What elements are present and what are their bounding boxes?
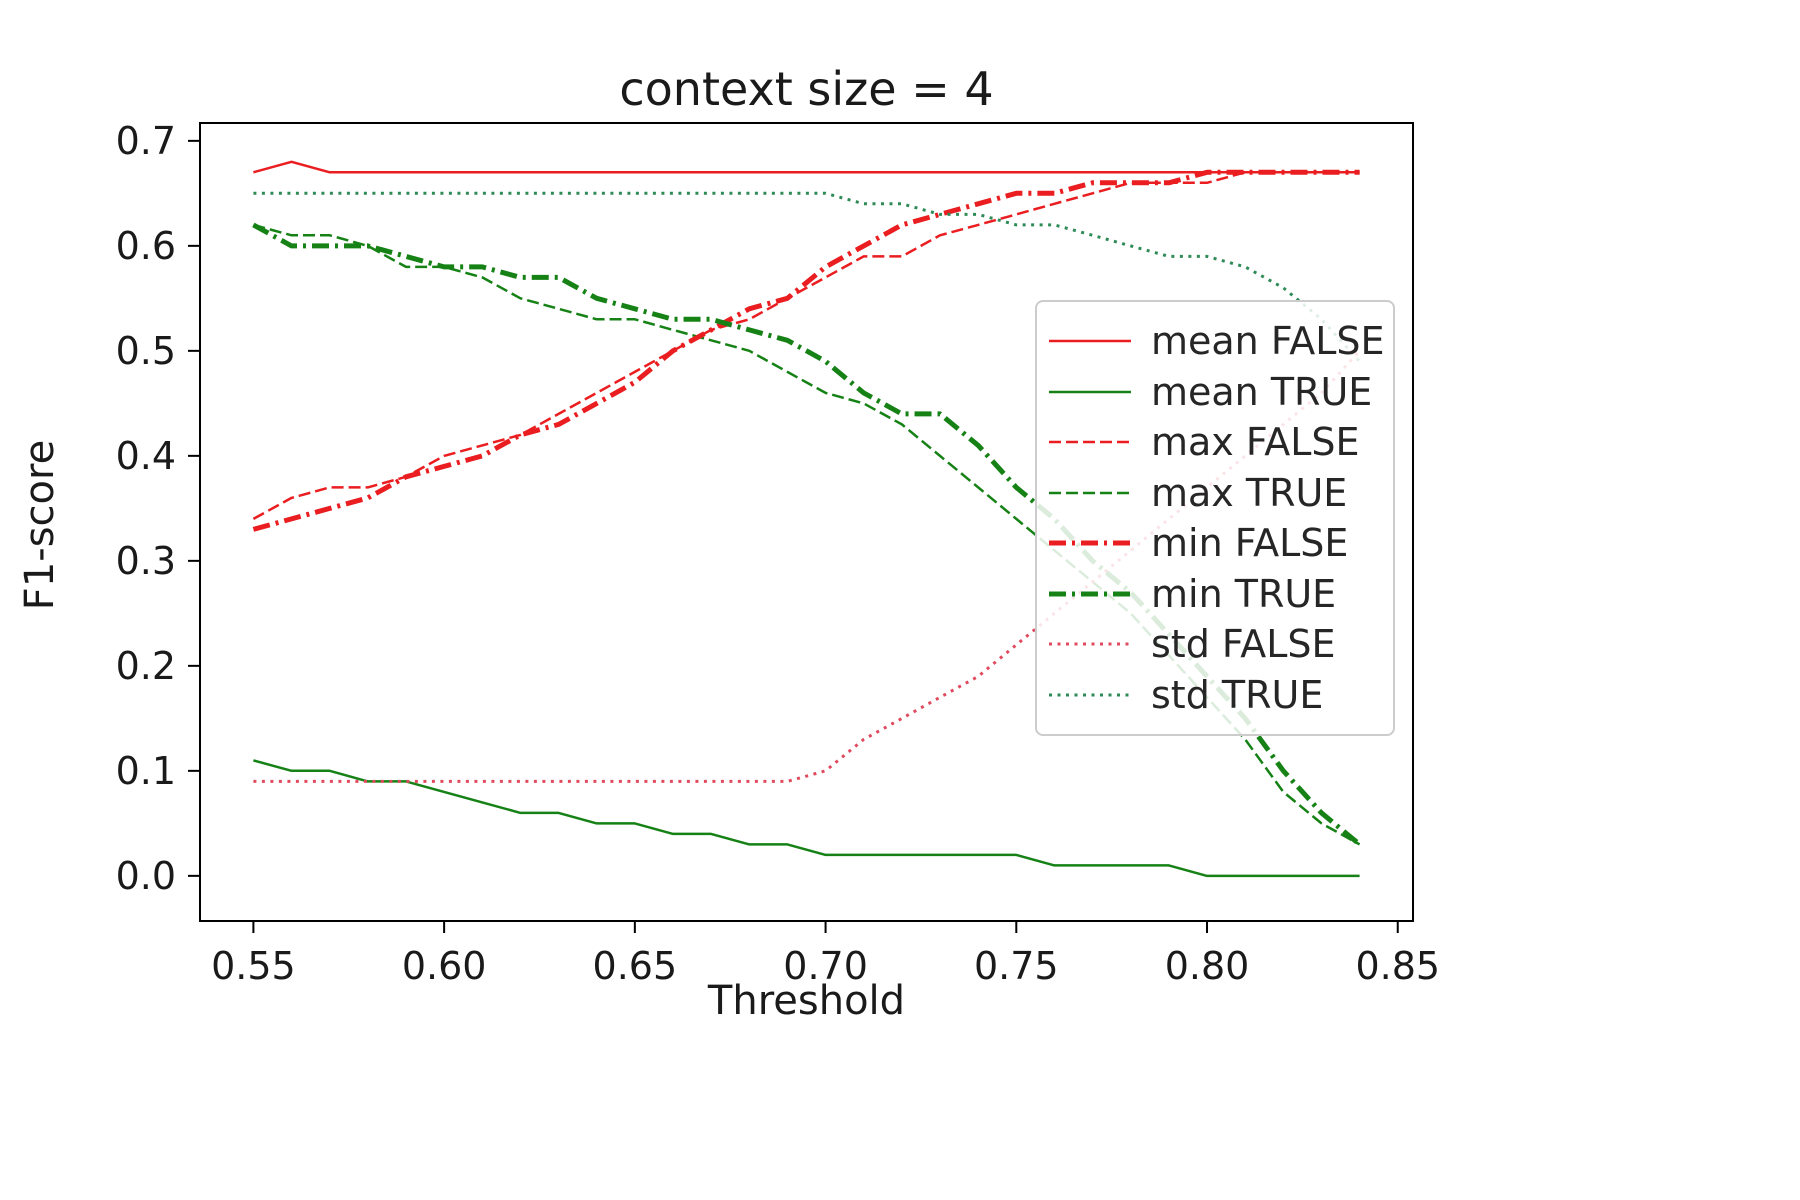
series-line-mean-true <box>253 759 1360 878</box>
y-tick-label: 0.0 <box>116 854 176 898</box>
legend-line-sample <box>1049 540 1131 546</box>
series-line-std-false <box>253 349 1361 783</box>
x-tick-label: 0.65 <box>593 944 678 988</box>
x-tick-label: 0.60 <box>402 944 487 988</box>
series-line-std-true <box>253 191 1361 363</box>
legend-line-sample <box>1049 591 1131 597</box>
y-tick-label: 0.3 <box>116 539 176 583</box>
y-tick-label: 0.2 <box>116 644 176 688</box>
legend-line-sample <box>1049 642 1131 646</box>
legend-line-sample <box>1049 491 1131 494</box>
legend-line-sample <box>1049 390 1131 393</box>
legend-item-min-true: min TRUE <box>1047 569 1383 620</box>
legend-label: min TRUE <box>1151 571 1337 616</box>
legend-label: mean TRUE <box>1151 369 1373 414</box>
legend-label: min FALSE <box>1151 521 1349 566</box>
y-axis-label: F1-score <box>17 439 63 611</box>
legend-label: max FALSE <box>1151 420 1360 465</box>
y-tick-label: 0.1 <box>116 749 176 793</box>
legend-line-sample <box>1049 693 1131 697</box>
x-tick-label: 0.80 <box>1165 944 1250 988</box>
x-axis-label: Threshold <box>707 978 906 1024</box>
legend-line-sample <box>1049 340 1131 343</box>
legend-line-sample <box>1049 441 1131 444</box>
y-tick-label: 0.4 <box>116 434 176 478</box>
series-line-mean-false <box>253 160 1360 174</box>
legend-label: std TRUE <box>1151 672 1324 717</box>
legend-item-std-true: std TRUE <box>1047 670 1383 721</box>
legend-label: max TRUE <box>1151 470 1348 515</box>
y-tick-label: 0.5 <box>116 329 176 373</box>
y-tick-label: 0.7 <box>116 119 176 163</box>
legend: mean FALSE mean TRUE max FALSE max TRUE min … <box>1035 300 1395 736</box>
x-tick-label: 0.70 <box>783 944 868 988</box>
x-tick-label: 0.85 <box>1355 944 1440 988</box>
legend-item-min-false: min FALSE <box>1047 518 1383 569</box>
legend-item-mean-true: mean TRUE <box>1047 367 1383 418</box>
x-tick-label: 0.75 <box>974 944 1059 988</box>
legend-label: mean FALSE <box>1151 319 1385 364</box>
legend-item-std-false: std FALSE <box>1047 619 1383 670</box>
chart-title: context size = 4 <box>619 62 994 116</box>
legend-label: std FALSE <box>1151 622 1336 667</box>
legend-item-max-false: max FALSE <box>1047 417 1383 468</box>
legend-item-max-true: max TRUE <box>1047 468 1383 519</box>
series-line-min-false <box>252 169 1360 532</box>
legend-item-mean-false: mean FALSE <box>1047 316 1385 367</box>
y-tick-label: 0.6 <box>116 224 176 268</box>
x-tick-label: 0.55 <box>211 944 296 988</box>
